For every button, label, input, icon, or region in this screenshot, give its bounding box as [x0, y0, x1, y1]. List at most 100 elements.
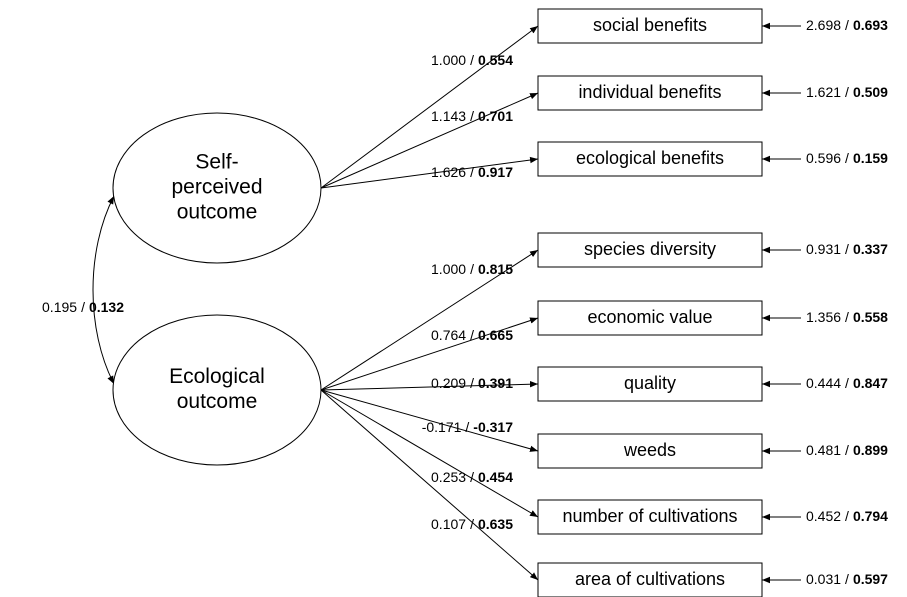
indicator-box — [537, 300, 763, 336]
unstandardized: 1.626 — [431, 164, 466, 180]
indicator-box — [537, 499, 763, 535]
standardized: 0.554 — [478, 52, 513, 68]
separator: / — [845, 241, 849, 257]
latent-label: perceived — [171, 176, 262, 199]
unstandardized: 1.000 — [431, 52, 466, 68]
unstandardized: -0.171 — [422, 419, 462, 435]
error-label: 0.444/0.847 — [806, 375, 888, 391]
separator: / — [845, 375, 849, 391]
unstandardized: 0.444 — [806, 375, 841, 391]
loading-label: 0.209/0.391 — [431, 375, 513, 391]
loading-arrow — [320, 156, 539, 189]
standardized: 0.665 — [478, 327, 513, 343]
indicator-label: area of cultivations — [575, 569, 725, 589]
indicator-label: ecological benefits — [576, 148, 724, 168]
standardized: 0.454 — [478, 469, 513, 485]
separator: / — [845, 84, 849, 100]
separator: / — [470, 516, 474, 532]
standardized: 0.847 — [853, 375, 888, 391]
indicator-box — [537, 433, 763, 469]
unstandardized: 0.031 — [806, 571, 841, 587]
separator: / — [845, 150, 849, 166]
loading-arrow — [320, 389, 539, 581]
indicator-label: number of cultivations — [562, 506, 737, 526]
separator: / — [470, 469, 474, 485]
unstandardized: 0.253 — [431, 469, 466, 485]
unstandardized: 0.596 — [806, 150, 841, 166]
unstandardized: 1.621 — [806, 84, 841, 100]
indicator-box — [537, 232, 763, 268]
standardized: 0.899 — [853, 442, 888, 458]
standardized: 0.815 — [478, 261, 513, 277]
unstandardized: 0.764 — [431, 327, 466, 343]
unstandardized: 0.452 — [806, 508, 841, 524]
indicator-box — [537, 8, 763, 44]
loading-label: 1.000/0.815 — [431, 261, 513, 277]
separator: / — [845, 571, 849, 587]
indicator-box — [537, 366, 763, 402]
standardized: 0.558 — [853, 309, 888, 325]
error-label: 0.031/0.597 — [806, 571, 888, 587]
standardized: -0.317 — [473, 419, 513, 435]
unstandardized: 1.356 — [806, 309, 841, 325]
covariance-arrow — [92, 195, 115, 385]
indicator-label: social benefits — [593, 15, 707, 35]
loading-arrow — [320, 317, 539, 391]
loading-arrow — [320, 249, 539, 391]
standardized: 0.794 — [853, 508, 888, 524]
error-label: 0.452/0.794 — [806, 508, 888, 524]
separator: / — [845, 309, 849, 325]
latent-label: Ecological — [169, 365, 265, 388]
separator: / — [845, 17, 849, 33]
indicator-label: weeds — [623, 440, 676, 460]
loading-label: 0.764/0.665 — [431, 327, 513, 343]
standardized: 0.701 — [478, 108, 513, 124]
unstandardized: 0.209 — [431, 375, 466, 391]
separator: / — [845, 508, 849, 524]
loading-label: 1.143/0.701 — [431, 108, 513, 124]
indicator-label: individual benefits — [578, 82, 721, 102]
separator: / — [470, 52, 474, 68]
separator: / — [470, 375, 474, 391]
error-label: 1.356/0.558 — [806, 309, 888, 325]
standardized: 0.597 — [853, 571, 888, 587]
separator: / — [845, 442, 849, 458]
unstandardized: 0.107 — [431, 516, 466, 532]
loading-label: -0.171/-0.317 — [422, 419, 514, 435]
latent-label: outcome — [177, 201, 258, 224]
error-label: 0.596/0.159 — [806, 150, 888, 166]
error-label: 1.621/0.509 — [806, 84, 888, 100]
unstandardized: 0.931 — [806, 241, 841, 257]
indicator-label: economic value — [587, 307, 712, 327]
separator: / — [470, 108, 474, 124]
error-label: 2.698/0.693 — [806, 17, 888, 33]
unstandardized: 2.698 — [806, 17, 841, 33]
loading-label: 1.000/0.554 — [431, 52, 513, 68]
standardized: 0.337 — [853, 241, 888, 257]
separator: / — [470, 327, 474, 343]
loading-label: 0.107/0.635 — [431, 516, 513, 532]
loading-arrow — [320, 381, 539, 391]
standardized: 0.391 — [478, 375, 513, 391]
indicator-label: quality — [624, 373, 676, 393]
standardized: 0.693 — [853, 17, 888, 33]
covariance-label: 0.195/0.132 — [42, 299, 124, 315]
indicator-label: species diversity — [584, 239, 716, 259]
standardized: 0.509 — [853, 84, 888, 100]
standardized: 0.159 — [853, 150, 888, 166]
unstandardized: 1.000 — [431, 261, 466, 277]
latent-label: Self- — [195, 151, 238, 174]
error-label: 0.481/0.899 — [806, 442, 888, 458]
standardized: 0.635 — [478, 516, 513, 532]
separator: / — [465, 419, 469, 435]
loading-arrow — [320, 25, 539, 189]
standardized: 0.917 — [478, 164, 513, 180]
loading-label: 0.253/0.454 — [431, 469, 513, 485]
separator: / — [470, 261, 474, 277]
latent-label: outcome — [177, 390, 258, 413]
separator: / — [470, 164, 474, 180]
error-label: 0.931/0.337 — [806, 241, 888, 257]
unstandardized: 0.481 — [806, 442, 841, 458]
loading-label: 1.626/0.917 — [431, 164, 513, 180]
